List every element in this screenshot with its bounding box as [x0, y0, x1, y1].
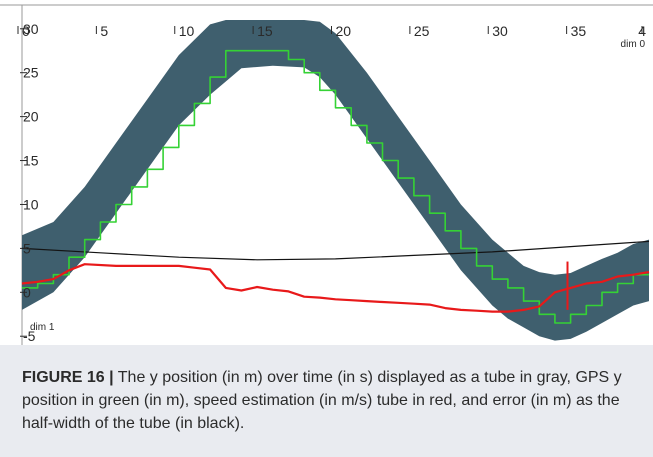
- error-line: [21, 240, 650, 261]
- x-tick-label-8: 4: [638, 23, 646, 39]
- figure-caption: FIGURE 16 | The y position (in m) over t…: [22, 366, 642, 435]
- y-tick-label-4: 10: [23, 196, 39, 212]
- x-tick-label-1: 5: [100, 23, 108, 39]
- x-axis-label: dim 0: [621, 39, 646, 50]
- y-tick-label-7: -5: [23, 328, 36, 344]
- caption-text: The y position (in m) over time (in s) d…: [22, 369, 622, 432]
- y-tick-label-3: 15: [23, 153, 39, 169]
- y-tick-label-0: 30: [23, 21, 39, 37]
- x-tick-label-5: 25: [414, 23, 430, 39]
- y-tick-label-6: 0: [23, 284, 31, 300]
- x-tick-label-7: 35: [571, 23, 587, 39]
- y-tick-label-1: 25: [23, 65, 39, 81]
- plot-area: [0, 4, 653, 345]
- x-tick-label-3: 15: [257, 23, 273, 39]
- x-tick-label-0: 0: [22, 23, 30, 39]
- caption-lead: FIGURE 16 |: [22, 369, 114, 386]
- caption-panel: FIGURE 16 | The y position (in m) over t…: [0, 345, 653, 457]
- y-tick-label-5: 5: [23, 240, 31, 256]
- tick-labels: 0 5 10 15 20 25 30 35 4 30 25 20 15 10 5 0 -5 dim 0 dim 1: [17, 21, 646, 344]
- position-tube-area: [22, 20, 649, 341]
- x-tick-label-4: 20: [336, 23, 352, 39]
- y-axis-label: dim 1: [30, 322, 55, 333]
- x-tick-label-6: 30: [492, 23, 508, 39]
- speed-estimation-line: [21, 263, 650, 313]
- y-tick-label-2: 20: [23, 109, 39, 125]
- gps-position-line: [22, 49, 649, 324]
- chart: 0 5 10 15 20 25 30 35 4 30 25 20 15 10 5 0 -5 dim 0 dim 1: [0, 4, 653, 345]
- x-tick-label-2: 10: [179, 23, 195, 39]
